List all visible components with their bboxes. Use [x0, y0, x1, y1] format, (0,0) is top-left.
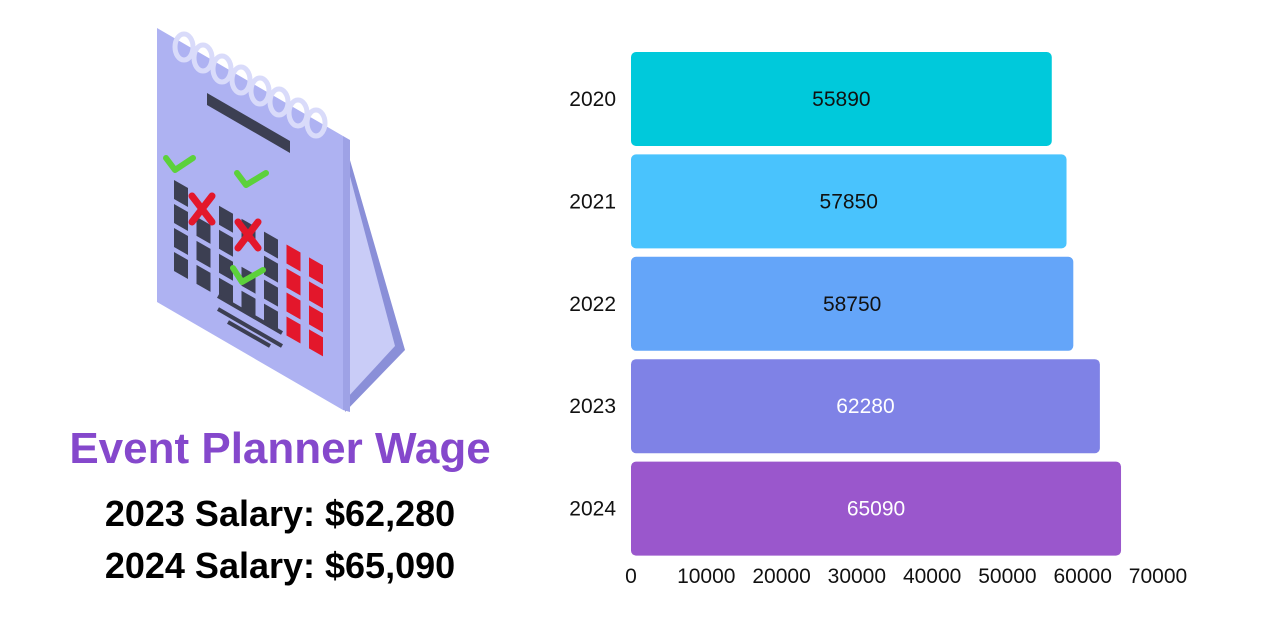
calendar-cell: [219, 205, 233, 233]
calendar-cell-weekend: [286, 292, 301, 320]
bar-2020: [631, 52, 1052, 146]
calendar-cell: [196, 264, 211, 292]
calendar-cell-weekend: [286, 244, 301, 272]
bar-value-label: 62280: [836, 395, 894, 418]
calendar-page-edge: [343, 136, 350, 412]
x-tick-label: 0: [625, 565, 637, 588]
calendar-footer-lines: [216, 294, 284, 348]
x-tick-label: 40000: [903, 565, 961, 588]
bar-2022: [631, 256, 1074, 351]
bar-value-label: 55890: [812, 88, 870, 111]
calendar-header-bar: [207, 93, 290, 153]
calendar-cell: [264, 279, 278, 307]
calendar-cell-weekend: [286, 316, 301, 344]
calendar-cell: [174, 228, 188, 255]
binder-rings: [172, 31, 328, 139]
category-label: 2021: [569, 190, 616, 213]
salary-2023-text: 2023 Salary: $62,280: [104, 493, 456, 534]
calendar-cell: [219, 229, 233, 257]
x-tick-label: 30000: [828, 565, 886, 588]
calendar-cell: [174, 252, 188, 279]
bar-value-label: 58750: [823, 293, 881, 316]
bar-value-label: 65090: [847, 498, 905, 521]
category-label: 2022: [569, 293, 616, 316]
page-title: Event Planner Wage: [69, 424, 491, 473]
check-icon: [163, 155, 269, 285]
category-label: 2020: [569, 88, 616, 111]
calendar-stand-inner: [343, 150, 395, 398]
calendar-cell-weekend: [309, 329, 323, 357]
calendar-cell: [264, 255, 278, 283]
bar-2021: [631, 154, 1067, 249]
calendar-icon: [157, 28, 405, 412]
calendar-cell-weekend: [286, 268, 301, 296]
x-tick-label: 10000: [677, 565, 735, 588]
calendar-cell: [219, 253, 233, 281]
bar-2024: [631, 461, 1122, 556]
calendar-cell: [196, 216, 211, 244]
x-tick-label: 70000: [1129, 565, 1187, 588]
x-tick-label: 20000: [752, 565, 810, 588]
calendar-cell: [174, 180, 188, 207]
category-label: 2023: [569, 395, 616, 418]
calendar-cell-weekend: [309, 281, 323, 309]
calendar-cell-weekend: [309, 257, 323, 285]
calendar-cell: [196, 240, 211, 268]
calendar-cell: [264, 231, 278, 259]
calendar-cell: [174, 204, 188, 231]
calendar-cell-weekend: [309, 305, 323, 333]
salary-2024-text: 2024 Salary: $65,090: [104, 545, 456, 586]
bar-value-label: 57850: [820, 190, 878, 213]
x-tick-label: 60000: [1054, 565, 1112, 588]
x-tick-label: 50000: [978, 565, 1036, 588]
category-label: 2024: [569, 498, 616, 521]
bar-2023: [631, 359, 1100, 454]
cross-icon: [188, 192, 262, 252]
